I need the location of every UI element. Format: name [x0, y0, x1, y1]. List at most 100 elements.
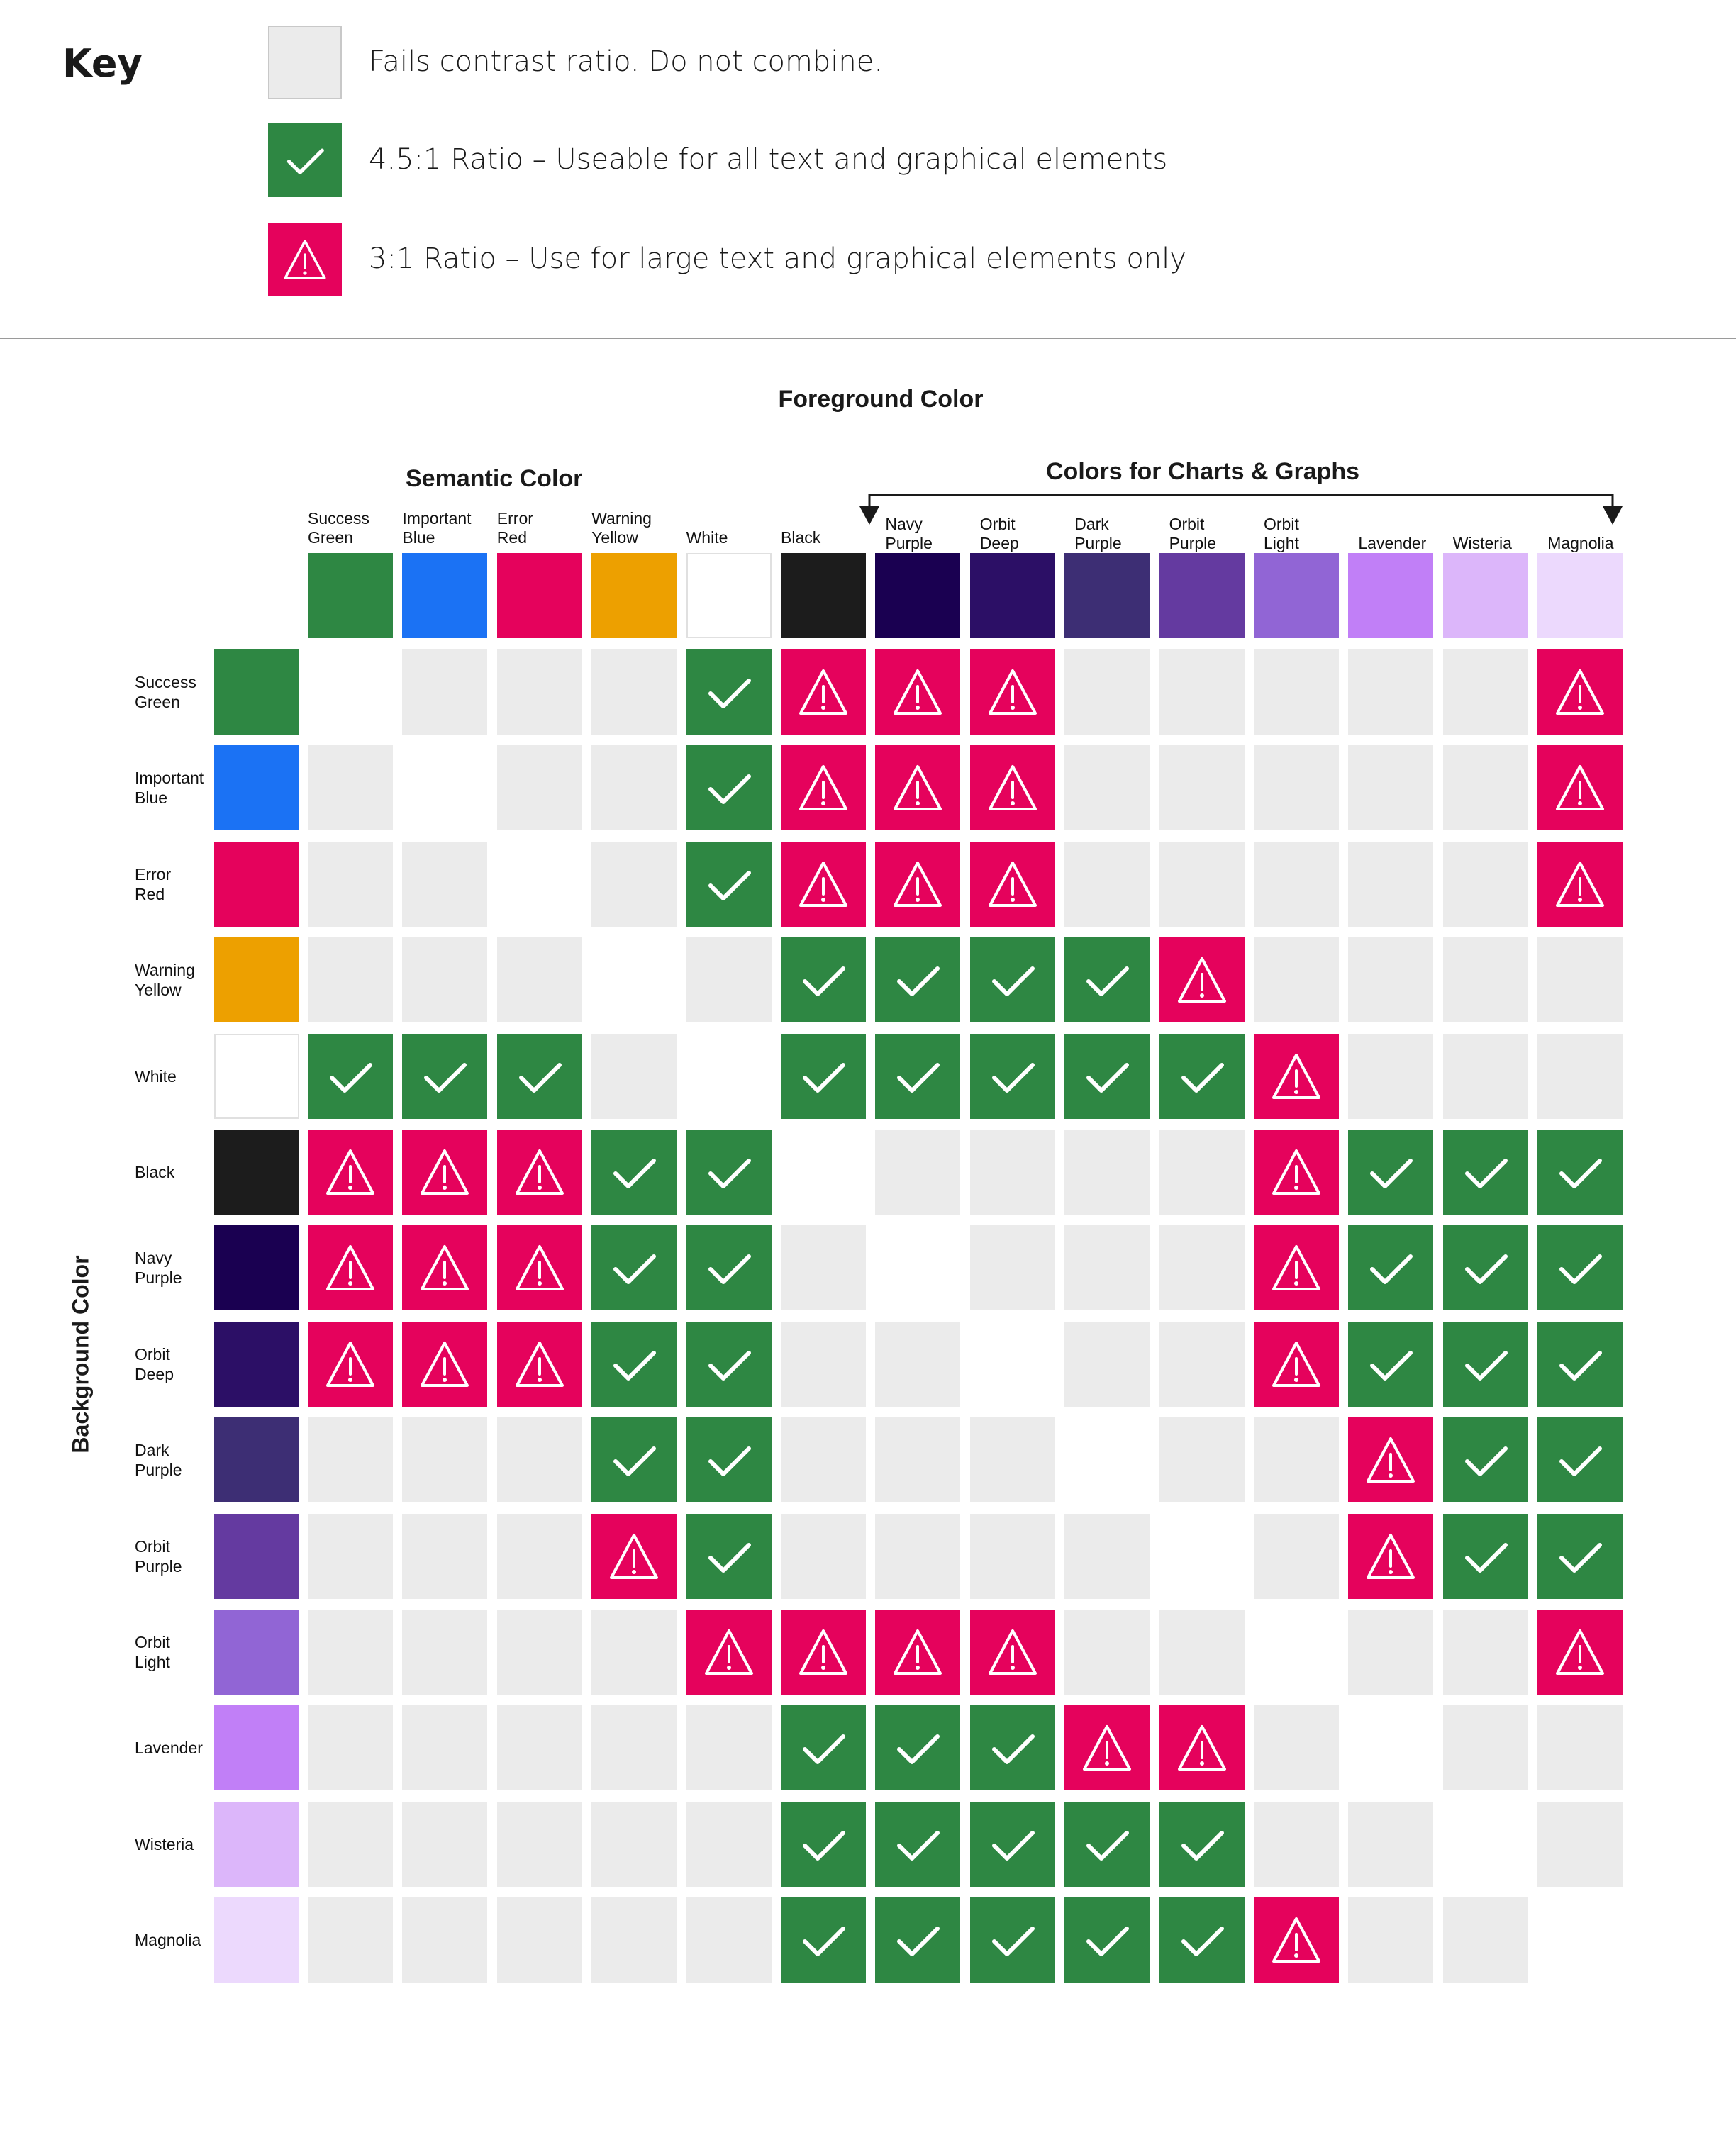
warning-triangle-icon: [1556, 669, 1605, 715]
matrix-cell-fail: [402, 937, 488, 1023]
warning-triangle-icon: [1083, 1725, 1132, 1771]
warning-triangle-icon: [894, 1629, 942, 1675]
label-line: Red: [496, 528, 527, 547]
background-swatch-dark-purple: [214, 1417, 299, 1503]
warning-triangle-icon: [988, 1629, 1037, 1675]
matrix-cell-none: [875, 1225, 961, 1311]
checkmark-icon: [1086, 1927, 1130, 1957]
warning-triangle-icon: [515, 1341, 564, 1387]
warning-triangle-icon: [799, 765, 847, 811]
matrix-cell-fail: [1348, 841, 1434, 927]
matrix-cell-none: [1064, 1417, 1150, 1503]
matrix-cell-none: [1254, 1610, 1339, 1695]
matrix-cell-pass: [591, 1417, 677, 1503]
matrix-cell-pass: [1159, 1033, 1245, 1119]
matrix-cell-warn: [496, 1225, 582, 1311]
checkmark-icon: [1181, 1927, 1224, 1957]
matrix-cell-fail: [591, 649, 677, 735]
matrix-cell-pass: [1064, 1897, 1150, 1983]
label-line: Lavender: [135, 1739, 203, 1758]
matrix-cell-none: [496, 841, 582, 927]
charts-bracket-arrow-icon: [859, 494, 1623, 525]
label-line: Dark: [1074, 515, 1109, 533]
foreground-swatch-important-blue: [402, 553, 488, 638]
row-label-lavender: Lavender: [135, 1738, 216, 1758]
matrix-cell-fail: [1537, 937, 1623, 1023]
matrix-cell-fail: [402, 649, 488, 735]
checkmark-icon: [897, 1927, 940, 1957]
checkmark-icon: [1559, 1350, 1603, 1381]
foreground-swatch-dark-purple: [1064, 553, 1150, 638]
label-line: Light: [135, 1653, 170, 1671]
matrix-cell-warn: [875, 649, 961, 735]
checkmark-icon: [613, 1254, 657, 1285]
matrix-cell-warn: [308, 1321, 393, 1407]
matrix-cell-fail: [875, 1513, 961, 1599]
warning-triangle-icon: [1272, 1917, 1320, 1963]
matrix-cell-fail: [1064, 1321, 1150, 1407]
foreground-color-heading: Foreground Color: [778, 386, 984, 413]
matrix-cell-warn: [875, 1610, 961, 1695]
background-swatch-white: [214, 1033, 299, 1119]
warning-triangle-icon: [421, 1245, 469, 1291]
foreground-swatch-magnolia: [1537, 553, 1623, 638]
label-line: Deep: [135, 1364, 174, 1383]
checkmark-icon: [803, 1062, 845, 1093]
checkmark-icon: [803, 966, 845, 997]
checkmark-icon: [708, 679, 751, 708]
label-line: Green: [135, 693, 180, 711]
column-label-important-blue: Important Blue: [402, 509, 490, 547]
matrix-cell-fail: [402, 1705, 488, 1791]
matrix-cell-fail: [969, 1513, 1055, 1599]
matrix-cell-fail: [1159, 1417, 1245, 1503]
checkmark-icon: [1559, 1159, 1603, 1188]
matrix-cell-none: [1159, 1513, 1245, 1599]
matrix-cell-fail: [1442, 1705, 1528, 1791]
matrix-cell-pass: [875, 937, 961, 1023]
matrix-cell-warn: [1348, 1513, 1434, 1599]
checkmark-icon: [613, 1159, 657, 1188]
warning-triangle-icon: [326, 1245, 374, 1291]
checkmark-icon: [613, 1350, 657, 1381]
matrix-cell-fail: [1254, 937, 1339, 1023]
warning-triangle-icon: [894, 861, 942, 907]
checkmark-icon: [708, 1254, 751, 1285]
matrix-cell-fail: [1348, 1610, 1434, 1695]
matrix-cell-pass: [686, 1513, 772, 1599]
label-line: Yellow: [591, 528, 638, 547]
matrix-cell-pass: [1537, 1130, 1623, 1215]
matrix-cell-fail: [1537, 1033, 1623, 1119]
matrix-cell-none: [969, 1321, 1055, 1407]
row-label-dark-purple: Dark Purple: [135, 1440, 216, 1480]
matrix-cell-fail: [591, 1801, 677, 1887]
label-line: Dark: [135, 1441, 169, 1460]
matrix-cell-warn: [1348, 1417, 1434, 1503]
matrix-cell-warn: [781, 1610, 866, 1695]
matrix-cell-fail: [1537, 1705, 1623, 1791]
label-line: Success: [308, 509, 369, 528]
background-swatch-black: [214, 1130, 299, 1215]
matrix-cell-fail: [1348, 1801, 1434, 1887]
matrix-cell-fail: [686, 937, 772, 1023]
matrix-cell-pass: [1537, 1225, 1623, 1311]
matrix-cell-warn: [1537, 1610, 1623, 1695]
matrix-cell-fail: [308, 1897, 393, 1983]
warning-triangle-icon: [988, 669, 1037, 715]
matrix-cell-fail: [591, 1033, 677, 1119]
warning-triangle-icon: [284, 240, 326, 279]
matrix-cell-warn: [969, 649, 1055, 735]
row-label-orbit-deep: Orbit Deep: [135, 1344, 216, 1384]
matrix-cell-fail: [308, 937, 393, 1023]
matrix-cell-pass: [591, 1225, 677, 1311]
label-line: Navy: [135, 1249, 172, 1268]
label-line: Green: [308, 528, 353, 547]
label-line: Error: [496, 509, 533, 528]
row-label-orbit-light: Orbit Light: [135, 1632, 216, 1672]
checkmark-icon: [803, 1927, 845, 1957]
matrix-cell-fail: [686, 1801, 772, 1887]
matrix-cell-pass: [781, 1801, 866, 1887]
matrix-cell-none: [308, 649, 393, 735]
matrix-cell-fail: [1348, 649, 1434, 735]
matrix-cell-fail: [1442, 1897, 1528, 1983]
matrix-cell-warn: [969, 1610, 1055, 1695]
